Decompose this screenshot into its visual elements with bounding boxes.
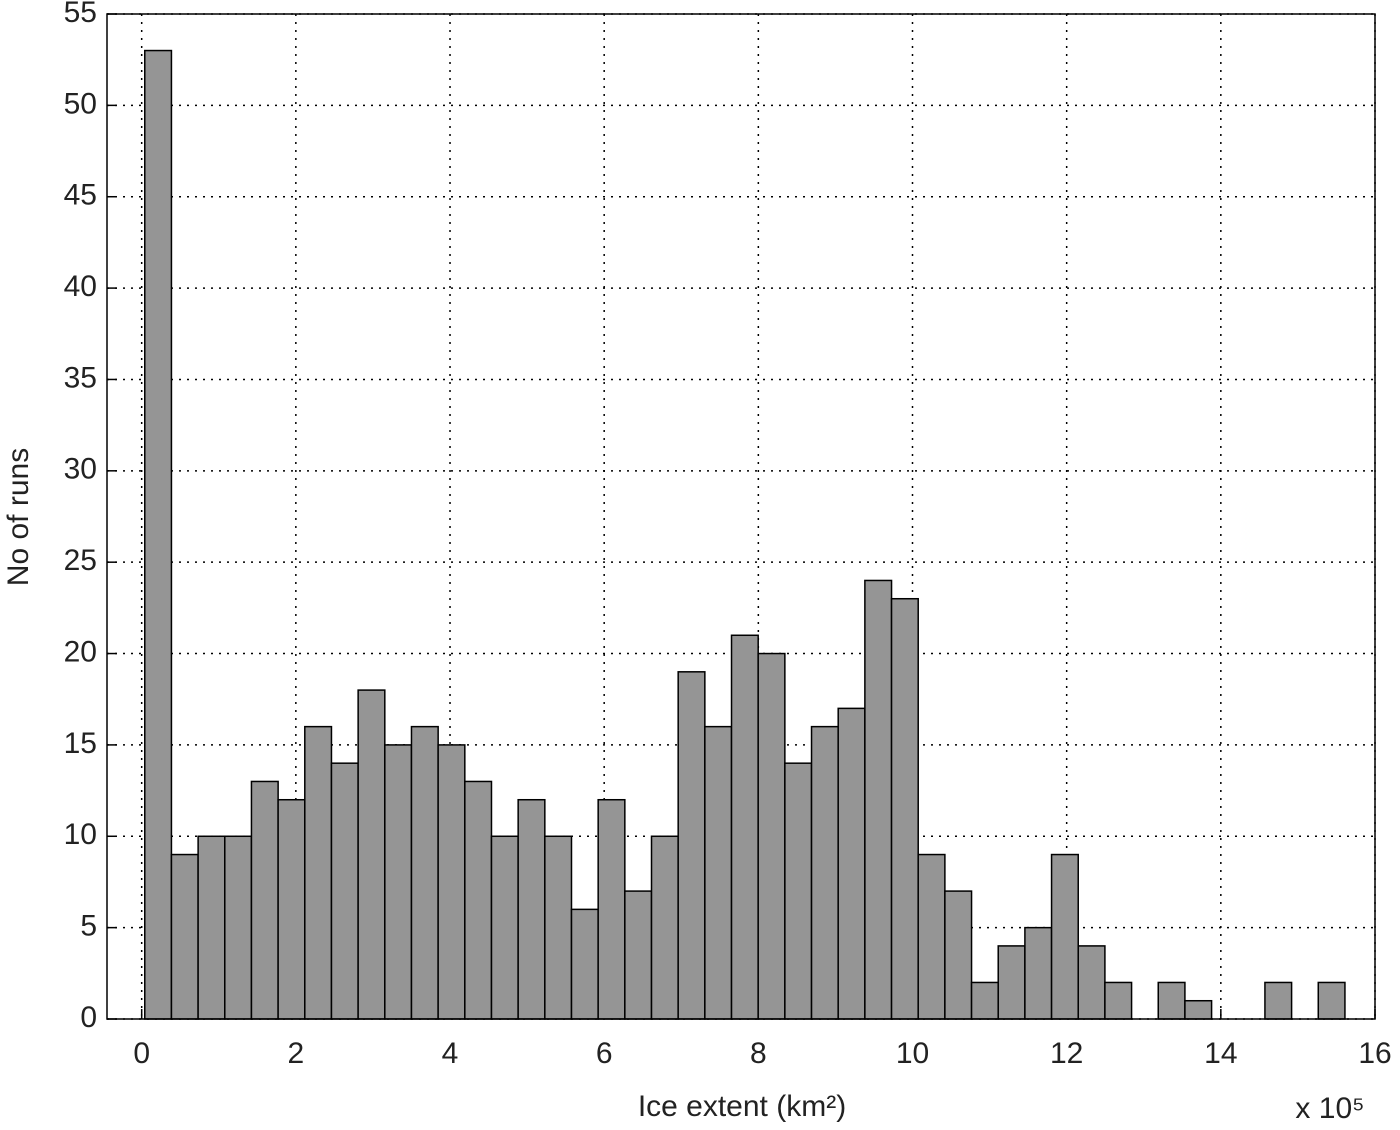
bar (1024, 926, 1053, 1020)
bar (144, 49, 173, 1020)
bar (224, 835, 253, 1020)
bar (944, 890, 973, 1020)
bar (1157, 981, 1186, 1020)
y-tick-label: 30 (64, 453, 97, 486)
bar (890, 597, 919, 1020)
bar (330, 762, 359, 1020)
bar (250, 780, 279, 1020)
bar (1050, 853, 1079, 1020)
x-tick-label: 14 (1204, 1037, 1237, 1070)
x-tick-label: 6 (596, 1037, 613, 1070)
x-tick-label: 4 (442, 1037, 459, 1070)
bar (197, 835, 226, 1020)
y-tick-label: 20 (64, 635, 97, 668)
bar (544, 835, 573, 1020)
y-axis-label: No of runs (2, 448, 35, 586)
bar (704, 725, 733, 1020)
y-tick-label: 35 (64, 361, 97, 394)
bar (1184, 999, 1213, 1020)
bar (357, 689, 386, 1020)
bar (384, 744, 413, 1020)
y-tick-label: 15 (64, 727, 97, 760)
bar (170, 853, 199, 1020)
bar (864, 579, 893, 1020)
x-tick-label: 2 (288, 1037, 305, 1070)
bar (650, 835, 679, 1020)
bar (837, 707, 866, 1020)
bar (1104, 981, 1133, 1020)
bar (1264, 981, 1293, 1020)
x-tick-label: 8 (750, 1037, 767, 1070)
bar (437, 744, 466, 1020)
bar (757, 652, 786, 1020)
y-tick-label: 45 (64, 179, 97, 212)
bar (597, 798, 626, 1020)
bar (970, 981, 999, 1020)
bar (410, 725, 439, 1020)
bar (464, 780, 493, 1020)
x-multiplier: x 10⁵ (1295, 1092, 1364, 1125)
bar (490, 835, 519, 1020)
x-axis-label: Ice extent (km²) (638, 1090, 846, 1123)
bar (570, 908, 599, 1020)
bar (624, 890, 653, 1020)
y-tick-label: 50 (64, 87, 97, 120)
bar (517, 798, 546, 1020)
bar (677, 671, 706, 1020)
bar (277, 798, 306, 1020)
y-tick-label: 40 (64, 270, 97, 303)
y-tick-label: 0 (80, 1001, 97, 1034)
x-tick-label: 10 (896, 1037, 929, 1070)
bar (784, 762, 813, 1020)
bar (917, 853, 946, 1020)
y-tick-label: 10 (64, 818, 97, 851)
bar (304, 725, 333, 1020)
x-tick-label: 16 (1358, 1037, 1391, 1070)
bar (1077, 945, 1106, 1020)
bar (997, 945, 1026, 1020)
x-tick-label: 0 (133, 1037, 150, 1070)
x-tick-label: 12 (1050, 1037, 1083, 1070)
bar (730, 634, 759, 1020)
bar (1317, 981, 1346, 1020)
y-tick-label: 5 (80, 910, 97, 943)
bar (810, 725, 839, 1020)
plot-frame (106, 13, 1376, 1020)
y-tick-label: 55 (64, 0, 97, 29)
y-tick-label: 25 (64, 544, 97, 577)
